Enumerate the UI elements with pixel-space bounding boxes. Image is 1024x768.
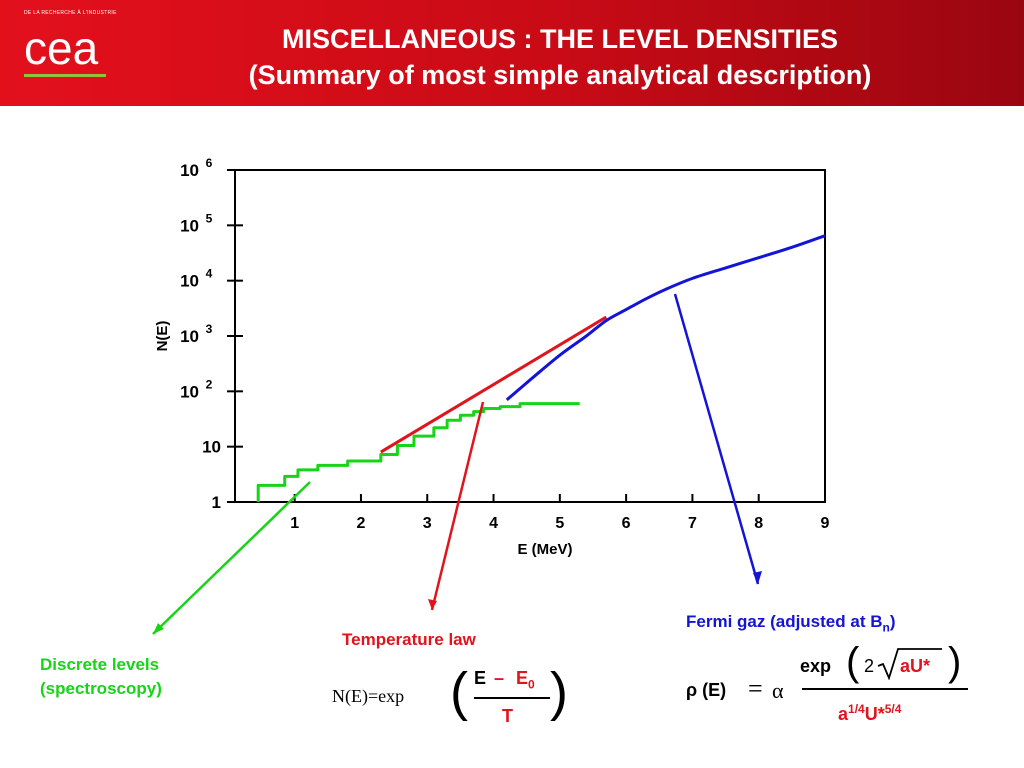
temperature-close-paren: ) [550,662,568,722]
fermi-alpha: α [772,678,784,703]
y-tick-exponent: 2 [206,377,213,391]
x-tick-label: 9 [821,515,830,532]
fermi-lhs: ρ (E) [686,680,727,700]
x-tick-label: 6 [622,515,631,532]
series-layer [256,234,826,502]
temperature-den: T [502,706,513,726]
temperature-num-e: E [474,668,487,688]
discrete-label-line1: Discrete levels [40,655,160,674]
fermi-gas-label: Fermi gaz (adjusted at Bn) [686,612,896,635]
fermi-gas-formula: ρ (E) = α exp ( 2 aU* ) a1/4U*5/4 [682,640,982,740]
y-axis-label: N(E) [154,321,171,352]
discrete-levels-label: Discrete levels (spectroscopy) [40,653,162,701]
x-tick-label: 8 [754,515,763,532]
temperature-num-minus: – [494,668,505,688]
y-tick-base: 10 [180,161,199,180]
temperature-arrow-line [430,401,485,611]
cea-logo: cea [24,24,106,77]
fermi-arrow-head [753,571,762,584]
temperature-law-formula: N(E)=exp ( E – E0 T ) [332,660,572,740]
series-temperature-line [380,315,608,454]
temperature-open-paren: ( [450,662,468,722]
y-tick-exponent: 5 [206,211,213,225]
y-tick-base: 10 [180,272,199,291]
y-tick-label: 10 4 [180,267,213,291]
temperature-arrow-head [428,599,437,610]
x-tick-label: 7 [688,515,697,532]
y-tick-base: 10 [202,438,221,457]
annotation-arrows [152,293,762,635]
y-tick-label: 10 [202,438,221,457]
fermi-den: a1/4U*5/4 [838,702,902,724]
x-tick-label: 4 [489,515,498,532]
y-tick-label: 10 2 [180,377,213,401]
logo-green-bar [24,74,106,77]
axis-ticks: 1 2 3 4 5 6 7 8 9 1 10 10 2 10 3 10 4 10 5 10 6 [180,156,829,532]
y-tick-exponent: 6 [206,156,213,170]
discrete-arrow-line [152,481,311,635]
x-tick-label: 5 [555,515,564,532]
y-tick-label: 10 3 [180,322,213,346]
fermi-equals: = [748,674,763,703]
y-tick-base: 10 [180,216,199,235]
page-subtitle: (Summary of most simple analytical descr… [248,60,872,90]
temperature-law-label: Temperature law [342,630,476,649]
fermi-fraction-bar [802,688,968,690]
series-discrete-line [256,402,580,502]
temperature-fraction-bar [474,697,550,699]
page-title: MISCELLANEOUS : THE LEVEL DENSITIES [281,24,839,54]
fermi-num-au: aU* [900,656,931,676]
y-tick-exponent: 3 [206,322,213,336]
y-tick-base: 1 [212,493,221,512]
y-tick-base: 10 [180,327,199,346]
discrete-label-line2: (spectroscopy) [40,679,162,698]
x-tick-label: 2 [357,515,366,532]
x-axis-label: E (MeV) [517,541,572,558]
temperature-num-e0: E0 [516,668,535,692]
title-banner: DE LA RECHERCHE À L'INDUSTRIE cea MISCEL… [0,0,1024,106]
y-tick-exponent: 4 [206,267,213,281]
logo-tagline: DE LA RECHERCHE À L'INDUSTRIE [24,10,117,16]
y-tick-base: 10 [180,382,199,401]
fermi-open-paren: ( [846,640,860,684]
y-tick-label: 1 [212,493,221,512]
fermi-close-paren: ) [948,640,962,684]
logo-name: cea [24,24,99,74]
fermi-num-exp: exp [800,656,832,676]
x-tick-label: 1 [290,515,299,532]
temperature-lhs: N(E)=exp [332,686,405,706]
fermi-num-two: 2 [864,656,875,676]
sqrt-icon [877,648,942,680]
y-tick-label: 10 5 [180,211,213,235]
series-fermi-line [505,234,826,402]
plot-frame [234,169,826,503]
x-tick-label: 3 [423,515,432,532]
fermi-arrow-line [673,293,760,585]
y-tick-label: 10 6 [180,156,213,180]
discrete-arrow-head [153,623,164,634]
